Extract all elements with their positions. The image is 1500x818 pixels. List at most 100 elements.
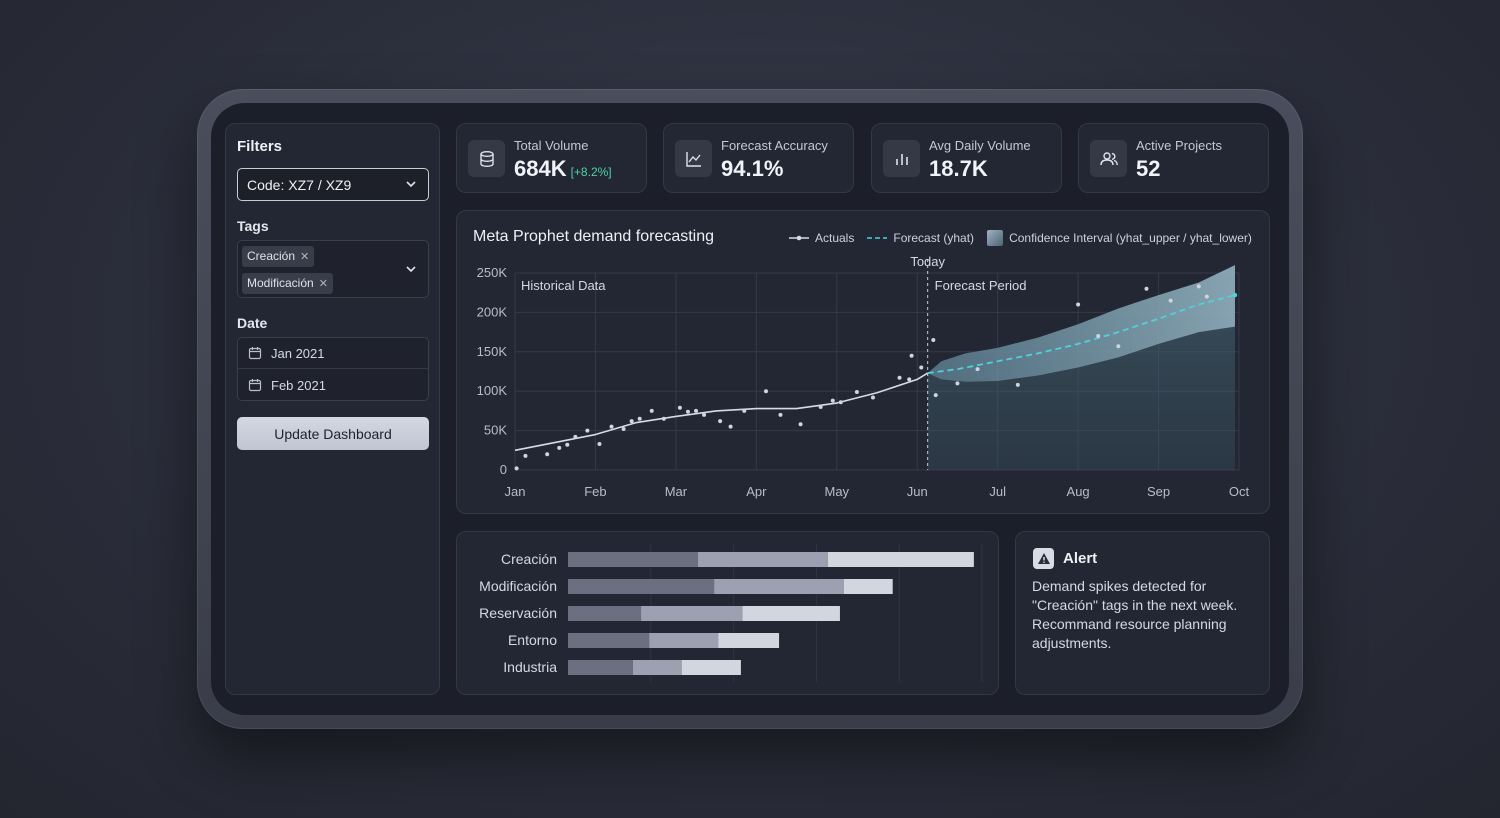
actual-point — [573, 434, 578, 439]
bar-segment — [649, 633, 719, 648]
kpi-value: 52 — [1136, 156, 1161, 181]
legend-actuals-label: Actuals — [815, 231, 855, 245]
dashboard-screen: Filters Code: XZ7 / XZ9 Tags Creación ✕ M… — [211, 103, 1289, 715]
actual-point — [694, 408, 698, 413]
legend-forecast-swatch — [867, 237, 888, 239]
actual-point — [685, 409, 690, 414]
x-tick-label: Feb — [584, 484, 606, 499]
alert-title: Alert — [1063, 550, 1098, 567]
actual-point — [1015, 382, 1020, 387]
actual-point — [1204, 294, 1209, 299]
y-tick-label: 250K — [477, 265, 508, 280]
bar-category-label: Entorno — [508, 632, 557, 648]
bar-segment — [827, 552, 974, 567]
close-icon[interactable]: ✕ — [300, 251, 310, 263]
actual-point — [545, 452, 550, 457]
kpi-label: Active Projects — [1136, 138, 1222, 153]
tag-chip-modificacion[interactable]: Modificación ✕ — [242, 273, 333, 294]
today-label: Today — [910, 254, 945, 269]
bar-segment — [568, 660, 633, 675]
actual-point — [728, 424, 733, 429]
tag-chip-label: Creación — [247, 249, 296, 263]
actual-point — [818, 404, 823, 409]
actual-point — [629, 419, 634, 424]
kpi-total-volume: Total Volume 684K [+8.2%] — [456, 123, 647, 193]
kpi-value: 94.1% — [721, 156, 784, 181]
y-tick-label: 50K — [484, 423, 507, 438]
legend-confidence: Confidence Interval (yhat_upper / yhat_l… — [987, 230, 1252, 246]
bar-segment — [632, 660, 682, 675]
actual-point — [838, 400, 843, 405]
bar-segment — [714, 579, 844, 594]
chart-legend: Actuals Forecast (yhat) Confidence Inter… — [789, 230, 1265, 246]
close-icon[interactable]: ✕ — [318, 278, 328, 290]
actual-point — [870, 395, 875, 400]
x-tick-label: Mar — [665, 484, 688, 499]
forecast-line — [927, 294, 1236, 374]
actual-point — [907, 377, 912, 382]
y-tick-label: 0 — [500, 462, 507, 477]
actual-point — [830, 398, 835, 403]
bar-segment — [641, 606, 743, 621]
x-tick-label: Apr — [746, 484, 767, 499]
kpi-forecast-accuracy: Forecast Accuracy 94.1% — [663, 123, 854, 193]
actual-point — [621, 427, 626, 432]
kpi-value: 684K [+8.2%] — [514, 156, 612, 182]
filters-sidebar: Filters Code: XZ7 / XZ9 Tags Creación ✕ M… — [225, 123, 440, 695]
forecast-chart-panel: Jan Feb Mar Apr May Jun Jul Aug Sep Oct 0 50K 100K 15… — [456, 210, 1270, 514]
actual-point — [897, 375, 902, 380]
actual-point — [955, 381, 960, 386]
actual-point — [649, 408, 654, 413]
x-tick-label: Sep — [1147, 484, 1170, 499]
date-to-value: Feb 2021 — [271, 378, 326, 393]
legend-actuals: Actuals — [789, 231, 854, 245]
actual-point — [778, 412, 783, 417]
actual-point — [565, 442, 570, 447]
x-tick-label: Jun — [907, 484, 928, 499]
update-dashboard-button[interactable]: Update Dashboard — [237, 417, 429, 450]
y-tick-label: 200K — [477, 304, 508, 319]
code-select[interactable]: Code: XZ7 / XZ9 — [237, 168, 429, 201]
kpi-avg-daily-volume: Avg Daily Volume 18.7K — [871, 123, 1062, 193]
actual-point — [1168, 298, 1173, 303]
legend-forecast: Forecast (yhat) — [867, 231, 974, 245]
actual-point — [919, 365, 924, 370]
actual-point — [609, 424, 614, 429]
y-tick-label: 150K — [477, 344, 508, 359]
date-label: Date — [237, 315, 268, 331]
legend-forecast-label: Forecast (yhat) — [893, 231, 975, 245]
tags-multiselect[interactable]: Creación ✕ Modificación ✕ — [237, 240, 429, 298]
date-to-field[interactable]: Feb 2021 — [238, 370, 428, 401]
actual-point — [702, 412, 707, 417]
actual-point — [1196, 284, 1201, 289]
actual-point — [933, 393, 938, 398]
calendar-icon — [248, 379, 262, 392]
bar-segment — [568, 552, 698, 567]
bar-category-label: Modificación — [479, 578, 557, 594]
kpi-value: 18.7K — [929, 156, 988, 181]
legend-confidence-swatch — [987, 230, 1004, 246]
bar-chart-icon — [883, 140, 920, 177]
tag-chip-label: Modificación — [247, 276, 314, 290]
forecast-chart: Jan Feb Mar Apr May Jun Jul Aug Sep Oct 0 50K 100K 15… — [477, 254, 1250, 499]
bar-segment — [568, 579, 715, 594]
legend-confidence-label: Confidence Interval (yhat_upper / yhat_l… — [1009, 231, 1252, 245]
actual-point — [718, 419, 723, 424]
bar-segment — [718, 633, 780, 648]
kpi-value-text: 684K — [514, 156, 567, 181]
confidence-band — [927, 265, 1235, 382]
actual-point — [1096, 334, 1101, 339]
alert-message: Demand spikes detected for "Creación" ta… — [1032, 578, 1238, 651]
y-tick-label: 100K — [477, 383, 508, 398]
tag-chip-creacion[interactable]: Creación ✕ — [242, 246, 315, 267]
date-from-field[interactable]: Jan 2021 — [238, 338, 428, 369]
kpi-label: Total Volume — [514, 138, 589, 153]
historical-data-label: Historical Data — [521, 278, 606, 293]
bar-category-label: Industria — [503, 659, 557, 675]
forecast-period-label: Forecast Period — [935, 278, 1027, 293]
forecast-end-point — [1232, 292, 1238, 298]
code-select-value: Code: XZ7 / XZ9 — [247, 177, 352, 193]
chart-title: Meta Prophet demand forecasting — [473, 228, 715, 245]
chevron-down-icon — [406, 266, 416, 273]
actual-point — [1144, 286, 1149, 291]
